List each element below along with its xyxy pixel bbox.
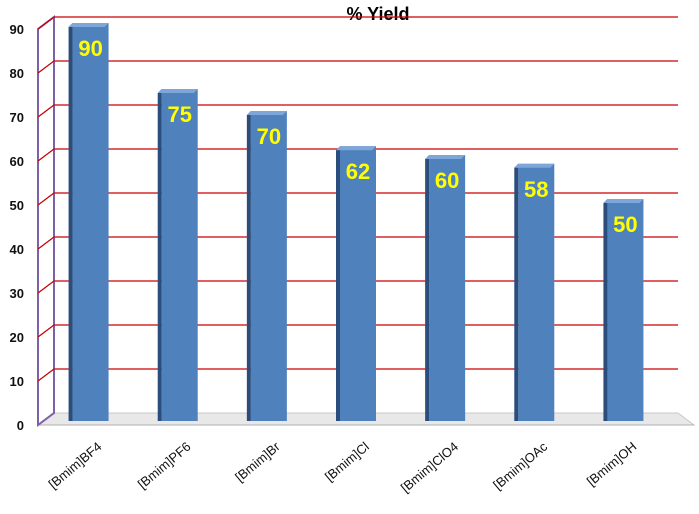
gridline-side (37, 280, 55, 294)
bar-value-label: 50 (613, 212, 637, 237)
bar-top (425, 155, 466, 159)
bar-top (514, 163, 555, 168)
gridline-side (37, 192, 55, 206)
bar-front (72, 23, 109, 421)
x-axis-labels: [Bmim]BF4 [Bmim]PF6 [Bmim]Br [Bmim]Cl [Bmim]… (46, 438, 640, 495)
bar-side (425, 155, 430, 421)
bar-top (68, 23, 109, 27)
bar-front (161, 89, 198, 421)
gridline-side (37, 104, 55, 118)
bar: 60 (425, 155, 466, 421)
bar-value-label: 62 (346, 159, 370, 184)
bar-top (246, 111, 287, 115)
y-tick-label: 10 (10, 374, 24, 389)
bar-top (336, 146, 376, 151)
bar: 70 (246, 111, 287, 421)
bar: 75 (157, 89, 198, 421)
bar-side (68, 23, 73, 421)
bar-front (518, 163, 555, 422)
gridline-side (37, 236, 55, 250)
bar-front (607, 199, 644, 421)
x-category-label: [Bmim]OH (584, 439, 640, 489)
bar-front (340, 146, 376, 421)
left-side-wall (37, 15, 55, 427)
bar: 50 (603, 199, 644, 421)
bar-top (157, 89, 198, 93)
gridline-side (37, 60, 55, 74)
bars: 90 75 70 62 60 58 50 (68, 23, 644, 422)
x-category-label: [Bmim]Br (232, 438, 283, 484)
bar-side (246, 111, 251, 421)
bar-front (429, 155, 466, 421)
y-axis-ticks: 0 10 20 30 40 50 60 70 80 90 (10, 22, 24, 433)
gridline-side (37, 16, 55, 30)
bar-front (250, 111, 287, 421)
gridline-side (37, 324, 55, 338)
bar-side (603, 199, 608, 421)
y-tick-label: 30 (10, 286, 24, 301)
bar-value-label: 60 (435, 168, 459, 193)
bar-side (336, 146, 340, 421)
y-tick-label: 90 (10, 22, 24, 37)
bar-value-label: 70 (257, 124, 281, 149)
x-category-label: [Bmim]Cl (322, 439, 372, 484)
x-category-label: [Bmim]ClO4 (398, 439, 461, 496)
bar: 62 (336, 146, 376, 421)
x-category-label: [Bmim]BF4 (46, 439, 105, 492)
x-category-label: [Bmim]OAc (490, 438, 550, 492)
y-tick-label: 0 (17, 418, 24, 433)
bar-value-label: 90 (78, 36, 102, 61)
bar: 58 (514, 163, 555, 422)
bar: 90 (68, 23, 109, 421)
y-tick-label: 20 (10, 330, 24, 345)
gridline-side (37, 148, 55, 162)
bar-side (514, 163, 519, 422)
x-category-label: [Bmim]PF6 (135, 439, 194, 492)
y-tick-label: 80 (10, 66, 24, 81)
chart-title: % Yield (346, 4, 409, 24)
y-tick-label: 40 (10, 242, 24, 257)
y-tick-label: 50 (10, 198, 24, 213)
bar-value-label: 75 (167, 102, 191, 127)
bar-top (603, 199, 644, 203)
bar-side (157, 89, 162, 421)
y-tick-label: 70 (10, 110, 24, 125)
y-tick-label: 60 (10, 154, 24, 169)
bar-value-label: 58 (524, 177, 548, 202)
gridline-side (37, 368, 55, 382)
